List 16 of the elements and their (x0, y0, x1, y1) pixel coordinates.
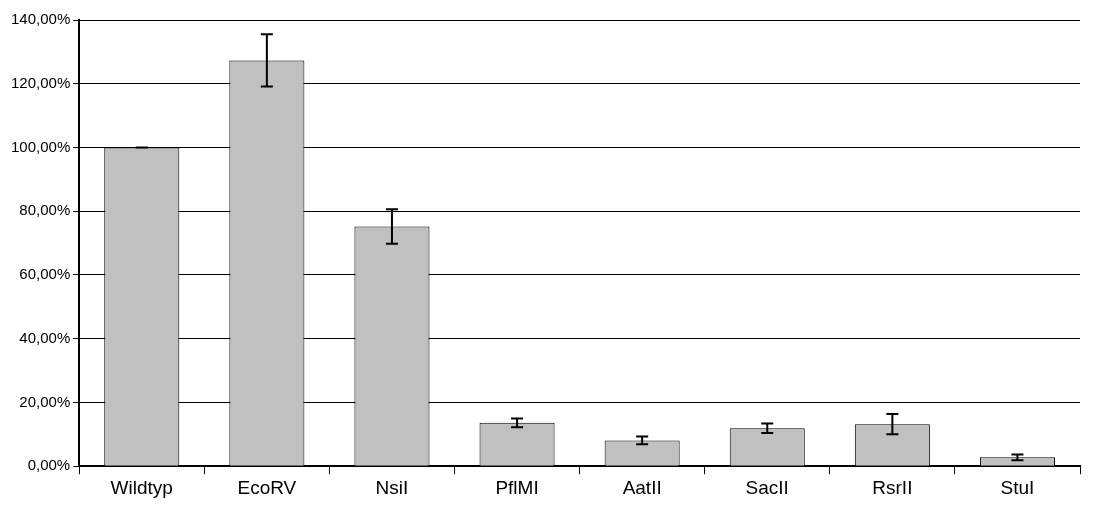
y-tick-label: 20,00% (19, 392, 71, 410)
y-tick-label: 40,00% (19, 328, 71, 346)
y-tick-label: 120,00% (11, 73, 71, 91)
y-tick-label: 140,00% (11, 10, 71, 28)
y-tick-label: 60,00% (19, 265, 71, 283)
x-tick-label: EcoRV (237, 476, 297, 498)
x-tick-label: RsrII (872, 476, 913, 498)
y-tick-label: 80,00% (19, 201, 71, 219)
x-tick-label: NsiI (375, 476, 409, 498)
x-tick-label: PflMI (495, 476, 539, 498)
y-tick-label: 0,00% (27, 456, 71, 474)
x-tick-label: Wildtyp (110, 476, 173, 498)
x-tick-label: AatII (622, 476, 662, 498)
x-tick-label: StuI (1000, 476, 1035, 498)
x-tick-label: SacII (745, 476, 789, 498)
y-tick-label: 100,00% (11, 137, 71, 155)
